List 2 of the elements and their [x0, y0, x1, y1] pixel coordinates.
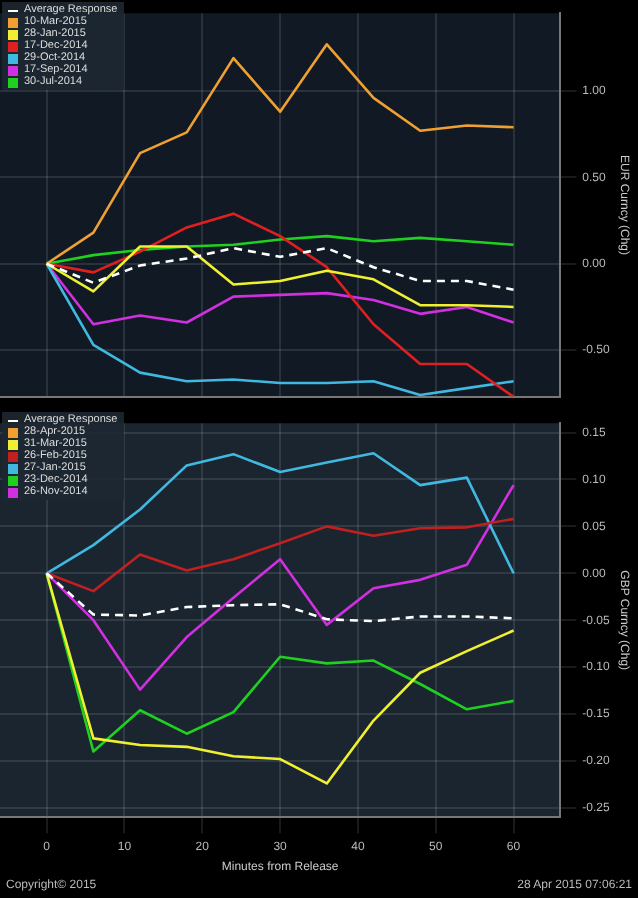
line-series: [45, 571, 515, 623]
line-series: [45, 246, 515, 291]
